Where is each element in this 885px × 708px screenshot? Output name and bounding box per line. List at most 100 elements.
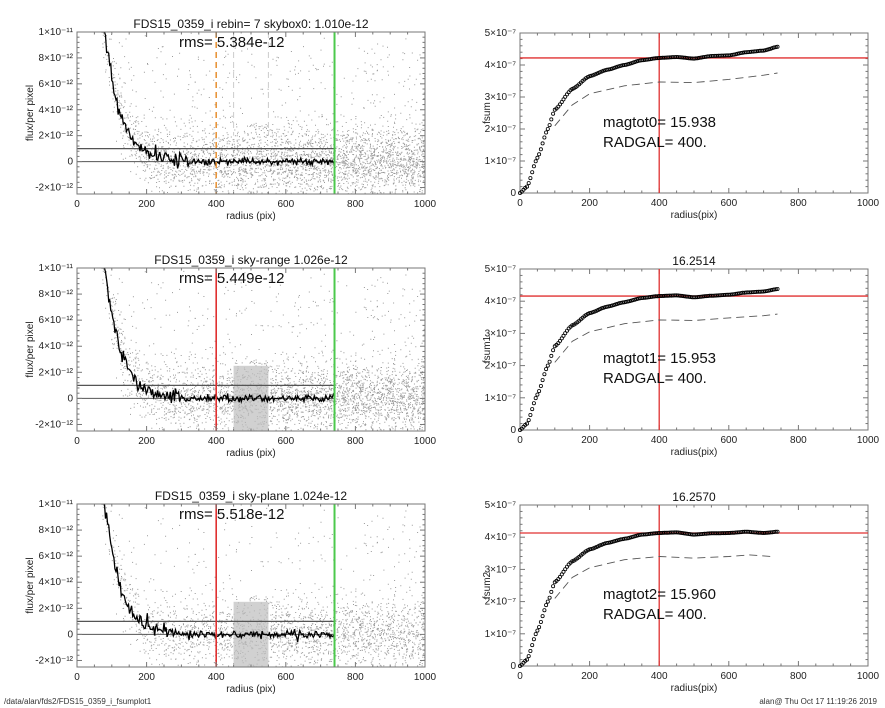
fsum-point: [535, 628, 540, 633]
fsum-point: [631, 534, 636, 539]
fsum-point: [625, 62, 630, 67]
rms-annotation: rms= 5.384e-12: [179, 34, 284, 51]
fsum-point: [613, 302, 618, 307]
fsum-point: [634, 59, 639, 64]
y-axis-label: flux/per pixel: [25, 321, 36, 377]
x-tick-label: 600: [277, 672, 294, 683]
fsum-point: [540, 614, 545, 619]
fsum-point: [610, 539, 615, 544]
chart-title: FDS15_0359_i rebin= 7 skybox0: 1.010e-12: [133, 17, 368, 31]
fsum-point: [773, 287, 778, 292]
fsum-point: [526, 654, 531, 659]
footer-timestamp: alan@ Thu Oct 17 11:19:26 2019: [759, 697, 877, 706]
fsum-point: [632, 60, 637, 65]
fsum-dashed-curve: [554, 72, 778, 127]
fsum-point: [544, 367, 549, 372]
fsum-point: [629, 298, 634, 303]
fsum-point: [631, 298, 636, 303]
fsum-point: [533, 632, 538, 637]
fsum-point: [608, 303, 613, 308]
y-tick-label: 0: [510, 425, 516, 436]
fsum-point: [538, 147, 543, 152]
fsum-point: [545, 599, 550, 604]
x-tick-label: 1000: [414, 672, 437, 683]
y-tick-label: 4×10⁻¹²: [39, 577, 74, 588]
fsum-point: [610, 66, 615, 71]
footer-path: /data/alan/fds2/FDS15_0359_i_fsumplot1: [4, 697, 152, 706]
y-tick-label: 4×10⁻⁷: [485, 60, 517, 71]
fsum-point: [761, 48, 766, 53]
x-tick-label: 0: [517, 198, 523, 209]
magtot-annotation: magtot0= 15.938: [603, 114, 716, 131]
y-tick-label: 2×10⁻⁷: [485, 124, 517, 135]
y-axis-label: flux/per pixel: [25, 557, 36, 613]
fsum-point: [624, 299, 629, 304]
fsum-point: [533, 396, 538, 401]
y-axis-label: fsum2: [482, 571, 493, 599]
fsum-point: [549, 117, 554, 122]
fsum-point: [531, 637, 536, 642]
y-tick-label: -2×10⁻¹²: [35, 183, 73, 194]
x-tick-label: 600: [277, 436, 294, 447]
fsum-point: [598, 543, 603, 548]
y-tick-label: 8×10⁻¹²: [39, 525, 74, 536]
x-tick-label: 1000: [414, 199, 437, 210]
fsum-point: [537, 152, 542, 157]
fsum-point: [610, 303, 615, 308]
x-tick-label: 1000: [857, 671, 880, 682]
fsum-point: [737, 51, 742, 56]
y-axis-label: fsum: [482, 102, 493, 124]
fsum-point: [589, 310, 594, 315]
fsum-point: [545, 363, 550, 368]
x-tick-label: 200: [138, 199, 155, 210]
fsum-point: [563, 331, 568, 336]
fsum-point: [528, 412, 533, 417]
fsum-point: [587, 547, 592, 552]
fsum-point: [601, 305, 606, 310]
fsum-point: [526, 418, 531, 423]
x-axis-label: radius(pix): [671, 683, 718, 694]
fsum-point: [545, 127, 550, 132]
x-tick-label: 0: [74, 672, 80, 683]
fsum-point: [551, 348, 556, 353]
fsum-point: [617, 64, 622, 69]
radgal-annotation: RADGAL= 400.: [603, 370, 707, 387]
fsum-point: [549, 589, 554, 594]
fsum-point: [537, 389, 542, 394]
fsum-point: [528, 649, 533, 654]
fsum-point: [538, 383, 543, 388]
fsum-point: [775, 529, 780, 534]
radgal-annotation: RADGAL= 400.: [603, 134, 707, 151]
y-tick-label: 2×10⁻⁷: [485, 597, 517, 608]
fsum-point: [615, 538, 620, 543]
x-axis-label: radius(pix): [671, 447, 718, 458]
y-tick-label: 1×10⁻⁷: [485, 629, 517, 640]
rms-annotation: rms= 5.449e-12: [179, 270, 284, 287]
y-tick-label: -2×10⁻¹²: [35, 655, 73, 666]
profile-curve: [101, 504, 335, 643]
scatter-points: [102, 504, 425, 667]
fsum-point: [763, 48, 768, 53]
x-tick-label: 400: [651, 435, 668, 446]
fsum-point: [632, 534, 637, 539]
fsum-point: [612, 539, 617, 544]
fsum-point: [636, 533, 641, 538]
fsum-point: [766, 288, 771, 293]
x-tick-label: 1000: [414, 436, 437, 447]
chart-title: FDS15_0359_i sky-plane 1.024e-12: [155, 489, 347, 503]
fsum-markers: [518, 286, 780, 432]
fsum-point: [618, 300, 623, 305]
fsum-point: [617, 301, 622, 306]
x-axis-label: radius (pix): [226, 211, 275, 222]
fsum-point: [558, 574, 563, 579]
y-axis-label: fsum1: [482, 335, 493, 363]
y-tick-label: 5×10⁻⁷: [485, 28, 517, 39]
y-tick-label: 5×10⁻⁷: [485, 264, 517, 275]
y-tick-label: 1×10⁻¹¹: [39, 499, 74, 510]
fsum-point: [530, 407, 535, 412]
x-tick-label: 200: [138, 436, 155, 447]
fsum-point: [589, 547, 594, 552]
fsum-point: [606, 540, 611, 545]
fsum-point: [525, 421, 530, 426]
x-tick-label: 600: [720, 435, 737, 446]
